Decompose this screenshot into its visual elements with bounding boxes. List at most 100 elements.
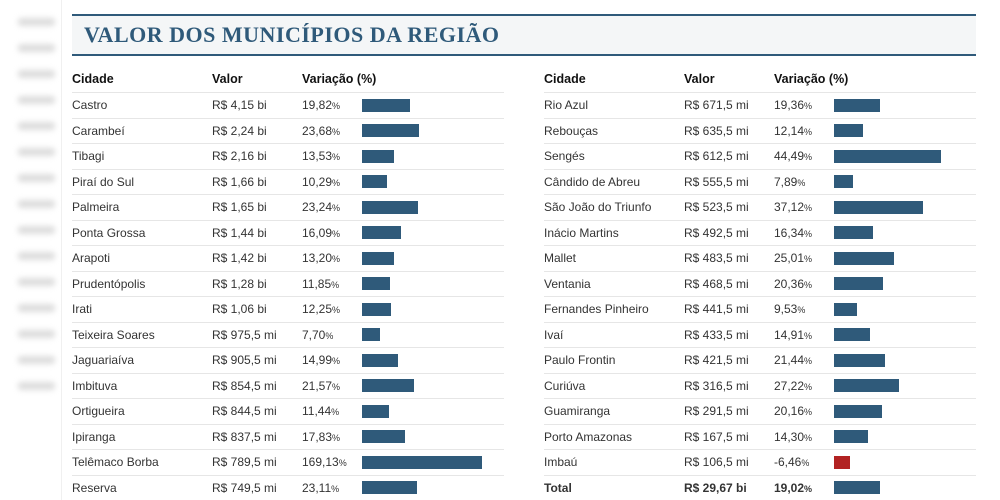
cell-valor: R$ 844,5 mi — [212, 404, 302, 418]
cell-bar — [834, 405, 976, 418]
cell-valor: R$ 905,5 mi — [212, 353, 302, 367]
cell-cidade: Rio Azul — [544, 98, 684, 112]
cell-valor: R$ 291,5 mi — [684, 404, 774, 418]
table-row: PalmeiraR$ 1,65 bi23,24% — [72, 194, 504, 220]
table-row: GuamirangaR$ 291,5 mi20,16% — [544, 398, 976, 424]
cell-bar — [362, 175, 504, 188]
table-row-total: TotalR$ 29,67 bi19,02% — [544, 475, 976, 500]
table-row: IratiR$ 1,06 bi12,25% — [72, 296, 504, 322]
cell-bar — [362, 150, 504, 163]
bar-icon — [834, 379, 899, 392]
cell-valor: R$ 106,5 mi — [684, 455, 774, 469]
cell-valor: R$ 975,5 mi — [212, 328, 302, 342]
cell-valor: R$ 789,5 mi — [212, 455, 302, 469]
cell-cidade: Teixeira Soares — [72, 328, 212, 342]
cell-valor: R$ 1,65 bi — [212, 200, 302, 214]
table-row: Telêmaco BorbaR$ 789,5 mi169,13% — [72, 449, 504, 475]
header-variacao: Variação (%) — [302, 72, 376, 86]
cell-variacao: -6,46% — [774, 455, 834, 469]
cell-cidade: Ivaí — [544, 328, 684, 342]
cell-bar — [362, 379, 504, 392]
cell-cidade: Jaguariaíva — [72, 353, 212, 367]
cell-cidade: Ventania — [544, 277, 684, 291]
cell-bar — [834, 252, 976, 265]
cell-valor: R$ 421,5 mi — [684, 353, 774, 367]
left-margin-ghost — [0, 0, 62, 500]
cell-cidade: Ponta Grossa — [72, 226, 212, 240]
cell-bar — [834, 430, 976, 443]
cell-variacao: 21,57% — [302, 379, 362, 393]
cell-cidade: Guamiranga — [544, 404, 684, 418]
cell-variacao: 16,09% — [302, 226, 362, 240]
table-row: VentaniaR$ 468,5 mi20,36% — [544, 271, 976, 297]
bar-icon — [362, 175, 387, 188]
bar-icon — [362, 124, 419, 137]
header-variacao: Variação (%) — [774, 72, 848, 86]
cell-variacao: 19,82% — [302, 98, 362, 112]
table-row: Cândido de AbreuR$ 555,5 mi7,89% — [544, 169, 976, 195]
cell-cidade: Prudentópolis — [72, 277, 212, 291]
table-row: Porto AmazonasR$ 167,5 mi14,30% — [544, 424, 976, 450]
cell-bar — [834, 150, 976, 163]
bar-icon — [362, 277, 390, 290]
cell-valor: R$ 1,28 bi — [212, 277, 302, 291]
cell-cidade: Tibagi — [72, 149, 212, 163]
cell-bar — [362, 405, 504, 418]
table-row: CuriúvaR$ 316,5 mi27,22% — [544, 373, 976, 399]
bar-icon — [362, 201, 418, 214]
table-row: MalletR$ 483,5 mi25,01% — [544, 245, 976, 271]
cell-variacao: 21,44% — [774, 353, 834, 367]
cell-cidade: Sengés — [544, 149, 684, 163]
cell-variacao: 16,34% — [774, 226, 834, 240]
table-row: ImbaúR$ 106,5 mi-6,46% — [544, 449, 976, 475]
bar-icon — [362, 328, 380, 341]
table-row: CastroR$ 4,15 bi19,82% — [72, 92, 504, 118]
cell-variacao: 23,68% — [302, 124, 362, 138]
cell-valor: R$ 671,5 mi — [684, 98, 774, 112]
table-row: Paulo FrontinR$ 421,5 mi21,44% — [544, 347, 976, 373]
table-left: Cidade Valor Variação (%) CastroR$ 4,15 … — [72, 66, 504, 500]
cell-valor: R$ 483,5 mi — [684, 251, 774, 265]
bar-icon — [362, 379, 414, 392]
bar-icon — [834, 99, 880, 112]
bar-icon — [362, 354, 398, 367]
table-row: IpirangaR$ 837,5 mi17,83% — [72, 424, 504, 450]
cell-cidade: Reserva — [72, 481, 212, 495]
cell-variacao: 7,70% — [302, 328, 362, 342]
cell-cidade: Castro — [72, 98, 212, 112]
cell-bar — [834, 175, 976, 188]
cell-cidade: Inácio Martins — [544, 226, 684, 240]
cell-variacao: 9,53% — [774, 302, 834, 316]
cell-variacao: 13,20% — [302, 251, 362, 265]
cell-variacao: 11,44% — [302, 404, 362, 418]
table-row: RebouçasR$ 635,5 mi12,14% — [544, 118, 976, 144]
cell-valor: R$ 29,67 bi — [684, 481, 774, 495]
cell-cidade: Imbituva — [72, 379, 212, 393]
table-row: ArapotiR$ 1,42 bi13,20% — [72, 245, 504, 271]
title-bar: VALOR DOS MUNICÍPIOS DA REGIÃO — [72, 14, 976, 56]
cell-valor: R$ 2,24 bi — [212, 124, 302, 138]
cell-variacao: 37,12% — [774, 200, 834, 214]
cell-cidade: Fernandes Pinheiro — [544, 302, 684, 316]
cell-cidade: Arapoti — [72, 251, 212, 265]
bar-icon — [834, 175, 853, 188]
bar-icon — [834, 252, 894, 265]
cell-bar — [362, 252, 504, 265]
cell-cidade: São João do Triunfo — [544, 200, 684, 214]
cell-bar — [362, 303, 504, 316]
bar-icon — [362, 405, 389, 418]
cell-variacao: 44,49% — [774, 149, 834, 163]
bar-icon — [834, 354, 885, 367]
cell-variacao: 25,01% — [774, 251, 834, 265]
bar-icon — [362, 252, 394, 265]
cell-valor: R$ 1,06 bi — [212, 302, 302, 316]
header-valor: Valor — [684, 72, 774, 86]
cell-bar — [834, 303, 976, 316]
cell-cidade: Total — [544, 481, 684, 495]
cell-bar — [362, 456, 504, 469]
cell-bar — [834, 354, 976, 367]
cell-variacao: 169,13% — [302, 455, 362, 469]
bar-icon — [834, 328, 870, 341]
cell-cidade: Rebouças — [544, 124, 684, 138]
bar-icon — [834, 124, 863, 137]
